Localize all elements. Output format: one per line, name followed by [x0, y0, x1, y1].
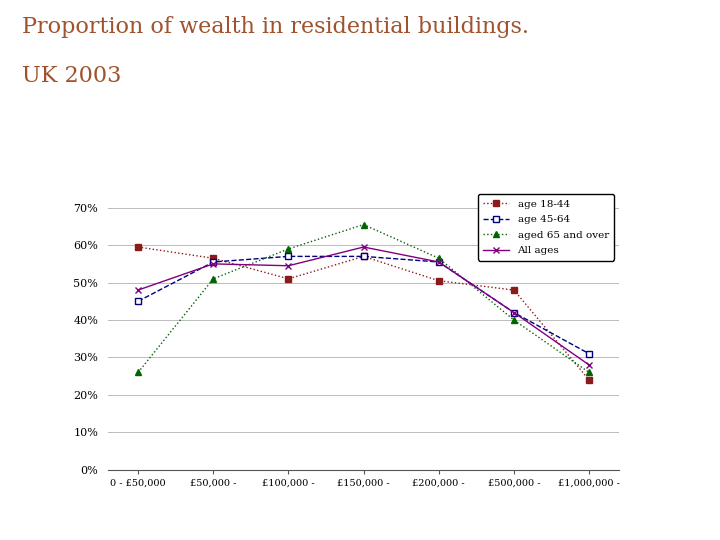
- Text: Proportion of wealth in residential buildings.: Proportion of wealth in residential buil…: [22, 16, 528, 38]
- aged 65 and over: [359, 221, 368, 228]
- aged 65 and over: [585, 369, 593, 376]
- age 45-64: [434, 259, 443, 265]
- Text: Frank Cowell: EC426: Frank Cowell: EC426: [390, 521, 503, 530]
- Line: aged 65 and over: aged 65 and over: [135, 221, 593, 376]
- aged 65 and over: [510, 317, 518, 323]
- Line: All ages: All ages: [135, 244, 593, 368]
- age 18-44: [510, 287, 518, 293]
- All ages: [585, 362, 593, 368]
- age 18-44: [134, 244, 143, 250]
- age 18-44: [284, 275, 293, 282]
- aged 65 and over: [284, 246, 293, 252]
- Text: 9: 9: [690, 518, 698, 532]
- All ages: [284, 262, 293, 269]
- aged 65 and over: [209, 275, 217, 282]
- age 18-44: [434, 278, 443, 284]
- age 18-44: [585, 377, 593, 383]
- Line: age 18-44: age 18-44: [135, 244, 593, 383]
- All ages: [359, 244, 368, 250]
- age 45-64: [585, 350, 593, 357]
- All ages: [434, 259, 443, 265]
- age 45-64: [510, 309, 518, 316]
- aged 65 and over: [134, 369, 143, 376]
- age 45-64: [134, 298, 143, 305]
- Text: 06 February 2012: 06 February 2012: [14, 521, 109, 530]
- Line: age 45-64: age 45-64: [135, 253, 593, 357]
- age 18-44: [359, 253, 368, 260]
- aged 65 and over: [434, 255, 443, 261]
- age 45-64: [209, 259, 217, 265]
- Legend: age 18-44, age 45-64, aged 65 and over, All ages: age 18-44, age 45-64, aged 65 and over, …: [478, 194, 614, 260]
- All ages: [510, 309, 518, 316]
- All ages: [134, 287, 143, 293]
- age 18-44: [209, 255, 217, 261]
- age 45-64: [284, 253, 293, 260]
- All ages: [209, 261, 217, 267]
- age 45-64: [359, 253, 368, 260]
- Text: UK 2003: UK 2003: [22, 65, 121, 87]
